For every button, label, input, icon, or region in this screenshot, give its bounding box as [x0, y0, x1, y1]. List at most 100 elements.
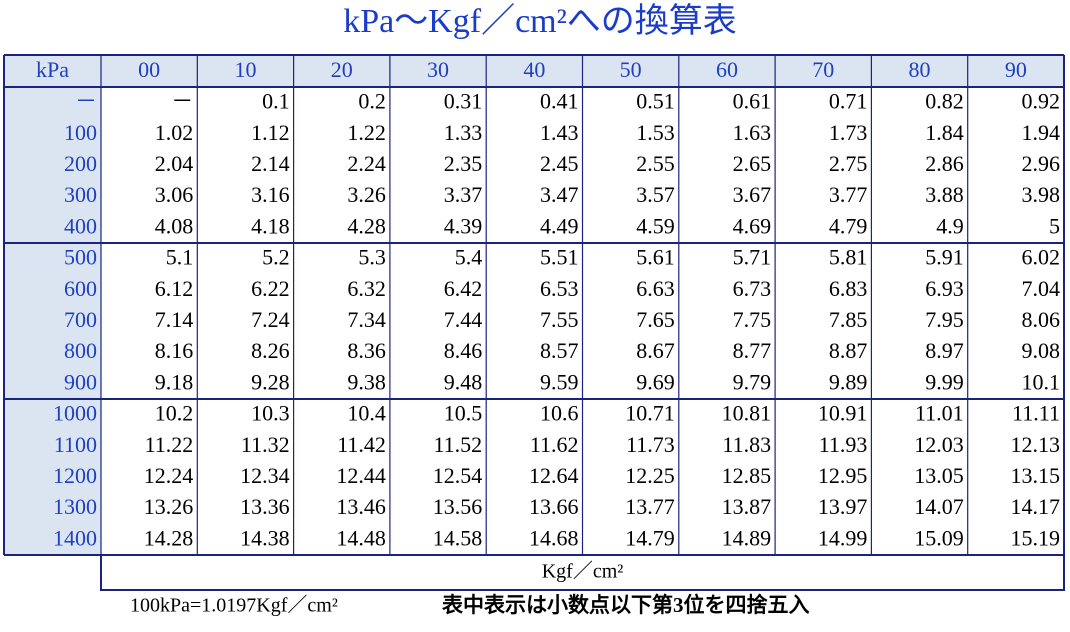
cell: 12.13	[1011, 432, 1061, 457]
cell: 11.32	[241, 432, 290, 457]
cell: 9.48	[444, 369, 483, 394]
cell: 1.43	[540, 120, 579, 145]
header-cell: 80	[909, 57, 931, 82]
cell: 13.36	[240, 494, 290, 519]
cell: 3.47	[540, 182, 579, 207]
row-label: 800	[64, 338, 97, 363]
row-label: 1000	[53, 401, 97, 426]
cell: 0.61	[733, 89, 772, 114]
cell: 7.85	[829, 307, 868, 332]
cell: 0.92	[1022, 89, 1061, 114]
cell: 1.63	[733, 120, 772, 145]
row-label: 200	[64, 151, 97, 176]
cell: 6.42	[444, 276, 483, 301]
cell: 5.71	[733, 245, 772, 270]
cell: 9.59	[540, 369, 579, 394]
cell: 6.83	[829, 276, 868, 301]
cell: 12.34	[240, 463, 290, 488]
cell: 2.45	[540, 151, 579, 176]
cell: 6.73	[733, 276, 772, 301]
cell: 0.41	[540, 89, 579, 114]
cell: 6.53	[540, 276, 579, 301]
cell: 13.46	[336, 494, 386, 519]
cell: 9.08	[1022, 338, 1061, 363]
formula: 100kPa=1.0197Kgf／cm²	[130, 595, 338, 617]
cell: 0.82	[925, 89, 964, 114]
row-label: 100	[64, 120, 97, 145]
row-label: －	[75, 89, 97, 114]
cell: 2.24	[347, 151, 386, 176]
cell: 10.71	[625, 401, 675, 426]
cell: 12.24	[144, 463, 194, 488]
cell: 13.66	[529, 494, 579, 519]
cell: 3.57	[636, 182, 675, 207]
cell: 12.64	[529, 463, 579, 488]
cell: 14.28	[144, 525, 194, 550]
cell: 11.42	[337, 432, 386, 457]
cell: 13.26	[144, 494, 194, 519]
row-label: 600	[64, 276, 97, 301]
cell: 2.65	[733, 151, 772, 176]
header-bg	[4, 55, 1064, 87]
cell: 6.63	[636, 276, 675, 301]
cell: －	[171, 89, 193, 114]
cell: 6.12	[155, 276, 194, 301]
cell: 11.83	[722, 432, 771, 457]
cell: 5.81	[829, 245, 868, 270]
label-col-bg	[4, 87, 101, 555]
cell: 7.24	[251, 307, 290, 332]
cell: 4.39	[444, 213, 483, 238]
cell: 1.33	[444, 120, 483, 145]
cell: 1.22	[347, 120, 386, 145]
cell: 14.17	[1011, 494, 1061, 519]
cell: 14.07	[914, 494, 964, 519]
cell: 4.69	[733, 213, 772, 238]
cell: 5.3	[358, 245, 386, 270]
cell: 5.61	[636, 245, 675, 270]
cell: 14.38	[240, 525, 290, 550]
row-label: 900	[64, 369, 97, 394]
cell: 5.4	[455, 245, 483, 270]
cell: 15.19	[1011, 525, 1061, 550]
cell: 11.52	[434, 432, 483, 457]
cell: 9.69	[636, 369, 675, 394]
cell: 14.99	[818, 525, 868, 550]
cell: 0.2	[358, 89, 386, 114]
cell: 4.18	[251, 213, 290, 238]
cell: 0.1	[262, 89, 290, 114]
cell: 10.6	[540, 401, 579, 426]
cell: 6.93	[925, 276, 964, 301]
cell: 11.62	[530, 432, 579, 457]
cell: 7.34	[347, 307, 386, 332]
cell: 5.51	[540, 245, 579, 270]
cell: 15.09	[914, 525, 964, 550]
cell: 12.85	[722, 463, 772, 488]
cell: 2.86	[925, 151, 964, 176]
cell: 0.71	[829, 89, 868, 114]
cell: 2.35	[444, 151, 483, 176]
cell: 12.95	[818, 463, 868, 488]
cell: 13.87	[722, 494, 772, 519]
cell: 10.91	[818, 401, 868, 426]
cell: 11.01	[915, 401, 964, 426]
cell: 7.75	[733, 307, 772, 332]
cell: 2.14	[251, 151, 290, 176]
cell: 14.79	[625, 525, 675, 550]
cell: 9.79	[733, 369, 772, 394]
cell: 8.67	[636, 338, 675, 363]
cell: 3.26	[347, 182, 386, 207]
cell: 13.56	[433, 494, 483, 519]
cell: 13.97	[818, 494, 868, 519]
cell: 4.08	[155, 213, 194, 238]
cell: 4.28	[347, 213, 386, 238]
cell: 9.99	[925, 369, 964, 394]
cell: 12.44	[336, 463, 386, 488]
cell: 8.57	[540, 338, 579, 363]
cell: 13.77	[625, 494, 675, 519]
unit-box	[100, 554, 1065, 591]
cell: 1.73	[829, 120, 868, 145]
cell: 5.2	[262, 245, 290, 270]
row-label: 1200	[53, 463, 97, 488]
header-cell: 30	[427, 57, 449, 82]
